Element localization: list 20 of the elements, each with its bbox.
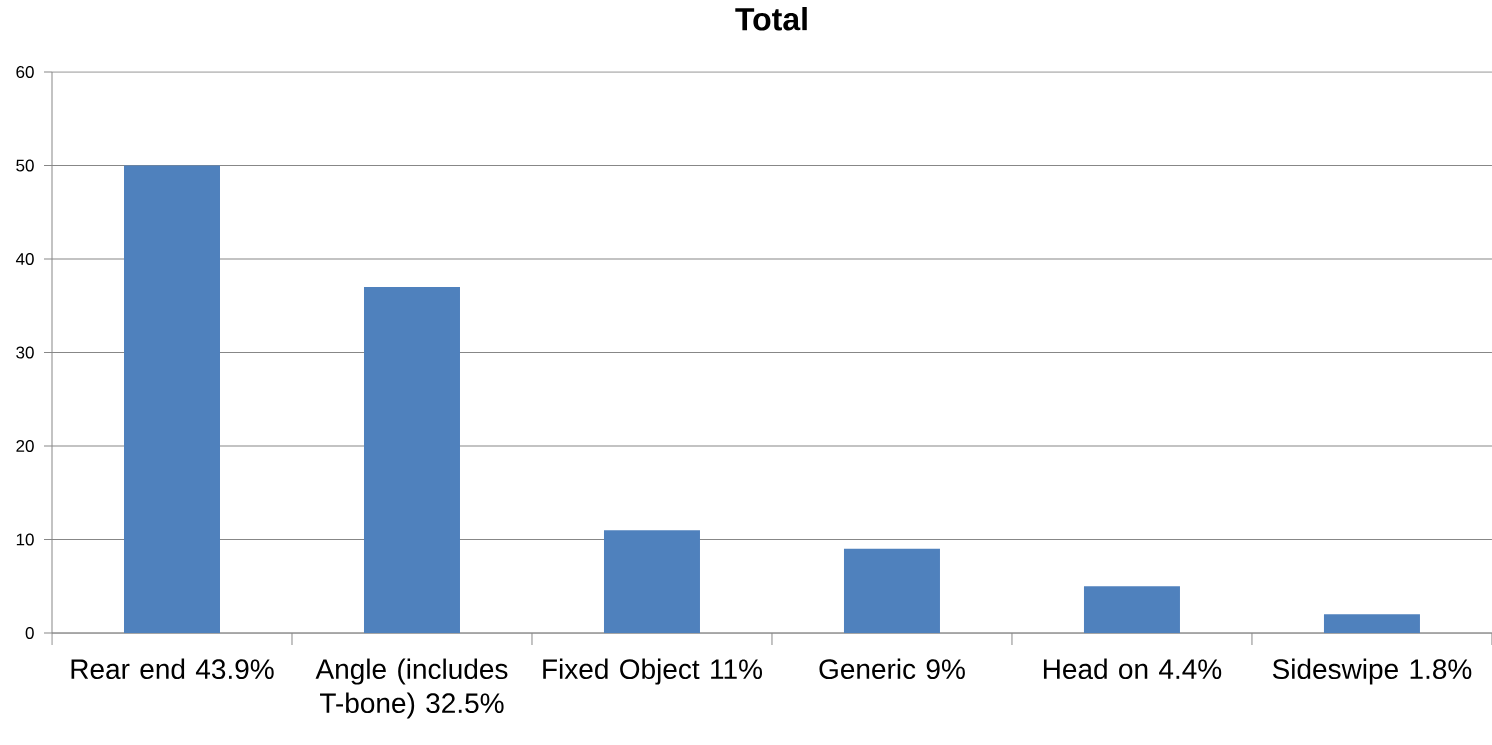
y-tick-label: 50 — [16, 159, 34, 172]
bar — [363, 287, 460, 633]
bar — [603, 530, 700, 633]
y-tick-label: 0 — [25, 626, 34, 640]
y-tick-label: 10 — [16, 533, 34, 546]
y-tick-label: 20 — [16, 439, 34, 453]
x-tick-label: Fixed Object 11% — [543, 658, 762, 685]
x-tick-label: Sideswipe 1.8% — [1272, 658, 1472, 685]
y-tick-label: 40 — [15, 252, 34, 266]
bar — [843, 548, 940, 633]
bar — [124, 165, 220, 633]
x-tick-label: Rear end 43.9% — [71, 658, 274, 680]
x-tick-label: Generic 9% — [819, 658, 965, 680]
y-tick-label: 60 — [16, 65, 34, 79]
chart-title: Total — [735, 6, 807, 31]
x-tick-label: Head on 4.4% — [1043, 658, 1222, 680]
bar — [1323, 614, 1420, 633]
y-tick-label: 30 — [16, 346, 34, 359]
x-tick-label: Angle (includes T-bone) 32.5% — [315, 658, 508, 719]
bar — [1083, 586, 1180, 633]
